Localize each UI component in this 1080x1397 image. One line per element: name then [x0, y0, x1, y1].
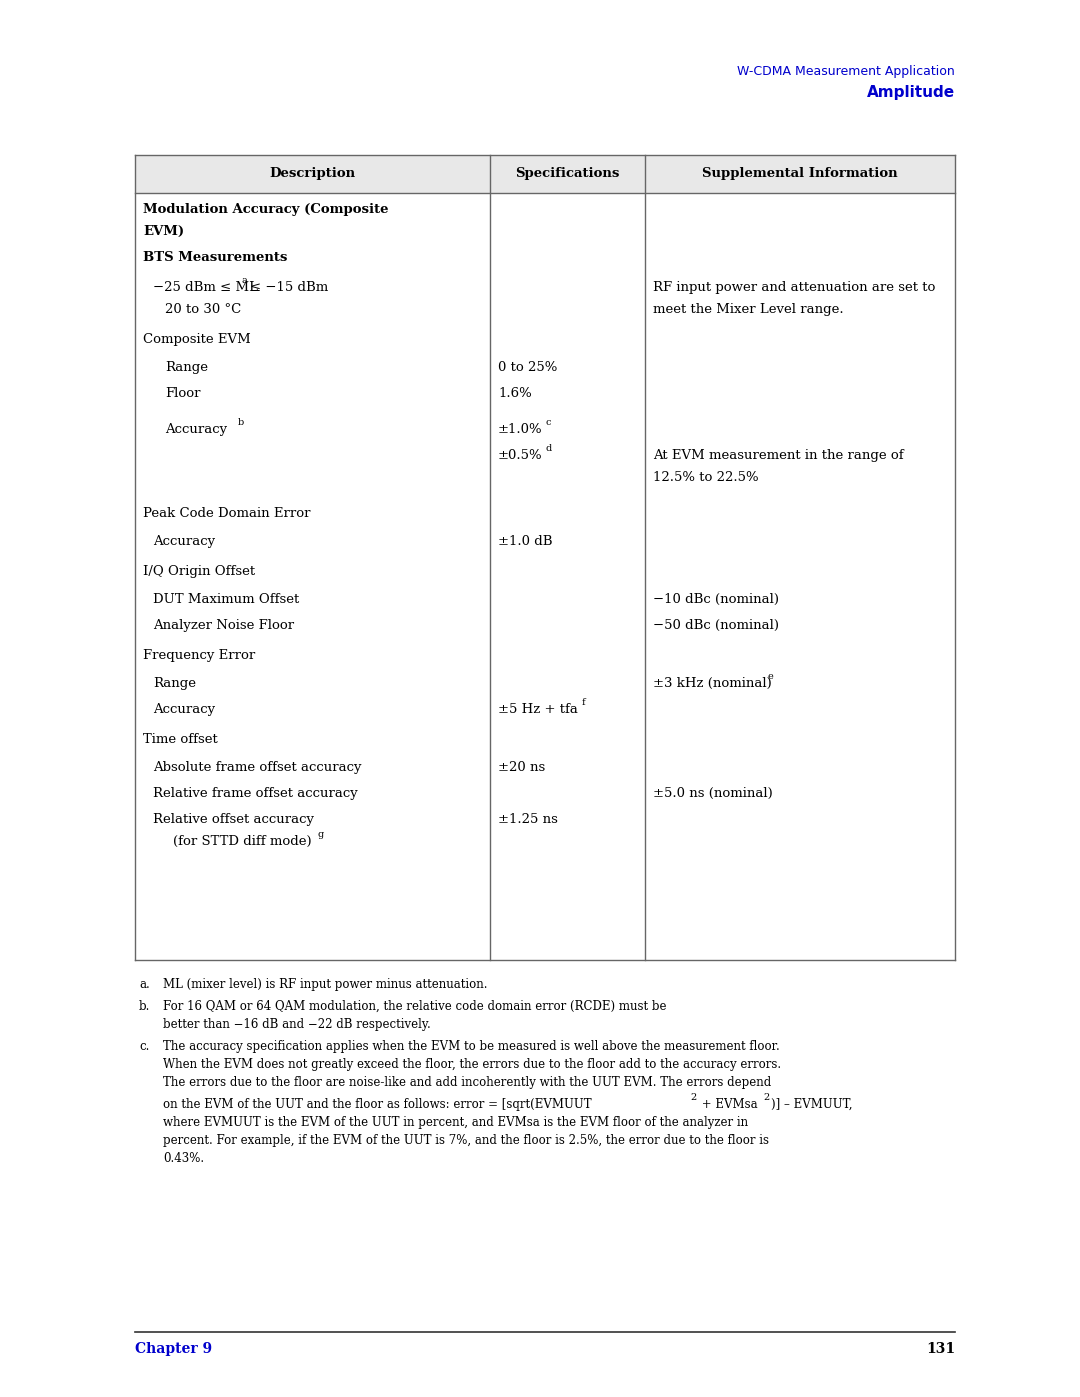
Text: Composite EVM: Composite EVM [143, 332, 251, 346]
Text: Analyzer Noise Floor: Analyzer Noise Floor [153, 619, 294, 631]
Text: 0 to 25%: 0 to 25% [498, 360, 557, 374]
Text: b.: b. [139, 1000, 150, 1013]
Text: Accuracy: Accuracy [153, 703, 215, 717]
Text: (for STTD diff mode): (for STTD diff mode) [173, 835, 312, 848]
Text: c: c [546, 418, 552, 427]
Text: Supplemental Information: Supplemental Information [702, 168, 897, 180]
Text: Frequency Error: Frequency Error [143, 650, 255, 662]
Text: e: e [768, 672, 773, 680]
Text: ±5 Hz + tfa: ±5 Hz + tfa [498, 703, 578, 717]
Text: g: g [318, 830, 324, 840]
Text: I/Q Origin Offset: I/Q Origin Offset [143, 564, 255, 578]
Text: Chapter 9: Chapter 9 [135, 1343, 212, 1356]
Text: Range: Range [165, 360, 208, 374]
Text: W-CDMA Measurement Application: W-CDMA Measurement Application [738, 66, 955, 78]
Text: ±3 kHz (nominal): ±3 kHz (nominal) [653, 678, 772, 690]
Text: where EVMUUT is the EVM of the UUT in percent, and EVMsa is the EVM floor of the: where EVMUUT is the EVM of the UUT in pe… [163, 1116, 748, 1129]
Text: better than −16 dB and −22 dB respectively.: better than −16 dB and −22 dB respective… [163, 1018, 431, 1031]
Text: Description: Description [269, 168, 355, 180]
Text: a: a [242, 277, 247, 285]
Text: ±5.0 ns (nominal): ±5.0 ns (nominal) [653, 787, 773, 800]
Text: percent. For example, if the EVM of the UUT is 7%, and the floor is 2.5%, the er: percent. For example, if the EVM of the … [163, 1134, 769, 1147]
Text: BTS Measurements: BTS Measurements [143, 251, 287, 264]
Text: f: f [582, 698, 585, 707]
Text: Relative offset accuracy: Relative offset accuracy [153, 813, 314, 826]
Text: 0.43%.: 0.43%. [163, 1153, 204, 1165]
Text: 12.5% to 22.5%: 12.5% to 22.5% [653, 471, 758, 483]
Text: ±1.25 ns: ±1.25 ns [498, 813, 558, 826]
Text: )] – EVMUUT,: )] – EVMUUT, [771, 1098, 852, 1111]
Text: Floor: Floor [165, 387, 201, 400]
Text: For 16 QAM or 64 QAM modulation, the relative code domain error (RCDE) must be: For 16 QAM or 64 QAM modulation, the rel… [163, 1000, 666, 1013]
Text: RF input power and attenuation are set to: RF input power and attenuation are set t… [653, 281, 935, 293]
Text: ML (mixer level) is RF input power minus attenuation.: ML (mixer level) is RF input power minus… [163, 978, 487, 990]
Text: Accuracy: Accuracy [153, 535, 215, 548]
Text: Accuracy: Accuracy [165, 423, 227, 436]
Text: At EVM measurement in the range of: At EVM measurement in the range of [653, 448, 904, 462]
Text: 1.6%: 1.6% [498, 387, 531, 400]
Text: −25 dBm ≤ ML: −25 dBm ≤ ML [153, 281, 258, 293]
Text: a.: a. [139, 978, 150, 990]
Text: + EVMsa: + EVMsa [698, 1098, 758, 1111]
Text: −10 dBc (nominal): −10 dBc (nominal) [653, 592, 779, 606]
Text: ±0.5%: ±0.5% [498, 448, 542, 462]
Text: Specifications: Specifications [515, 168, 620, 180]
Text: ±20 ns: ±20 ns [498, 761, 545, 774]
Text: The accuracy specification applies when the EVM to be measured is well above the: The accuracy specification applies when … [163, 1039, 780, 1053]
Text: c.: c. [139, 1039, 149, 1053]
Text: ≤ −15 dBm: ≤ −15 dBm [249, 281, 328, 293]
Text: 2: 2 [690, 1092, 697, 1102]
Text: The errors due to the floor are noise-like and add incoherently with the UUT EVM: The errors due to the floor are noise-li… [163, 1076, 771, 1090]
Bar [135, 155, 955, 193]
Text: 20 to 30 °C: 20 to 30 °C [165, 303, 241, 316]
Text: Peak Code Domain Error: Peak Code Domain Error [143, 507, 311, 520]
Text: Range: Range [153, 678, 195, 690]
Text: ±1.0 dB: ±1.0 dB [498, 535, 553, 548]
Text: 131: 131 [926, 1343, 955, 1356]
Text: Modulation Accuracy (Composite: Modulation Accuracy (Composite [143, 203, 389, 217]
Text: Amplitude: Amplitude [867, 85, 955, 101]
Text: DUT Maximum Offset: DUT Maximum Offset [153, 592, 299, 606]
Text: d: d [546, 444, 552, 453]
Text: Time offset: Time offset [143, 733, 218, 746]
Text: When the EVM does not greatly exceed the floor, the errors due to the floor add : When the EVM does not greatly exceed the… [163, 1058, 781, 1071]
Text: on the EVM of the UUT and the floor as follows: error = [sqrt(EVMUUT: on the EVM of the UUT and the floor as f… [163, 1098, 592, 1111]
Text: EVM): EVM) [143, 225, 184, 237]
Text: Absolute frame offset accuracy: Absolute frame offset accuracy [153, 761, 362, 774]
Text: meet the Mixer Level range.: meet the Mixer Level range. [653, 303, 843, 316]
Text: Relative frame offset accuracy: Relative frame offset accuracy [153, 787, 357, 800]
Text: ±1.0%: ±1.0% [498, 423, 542, 436]
Text: b: b [238, 418, 244, 427]
Text: 2: 2 [762, 1092, 769, 1102]
Text: −50 dBc (nominal): −50 dBc (nominal) [653, 619, 779, 631]
